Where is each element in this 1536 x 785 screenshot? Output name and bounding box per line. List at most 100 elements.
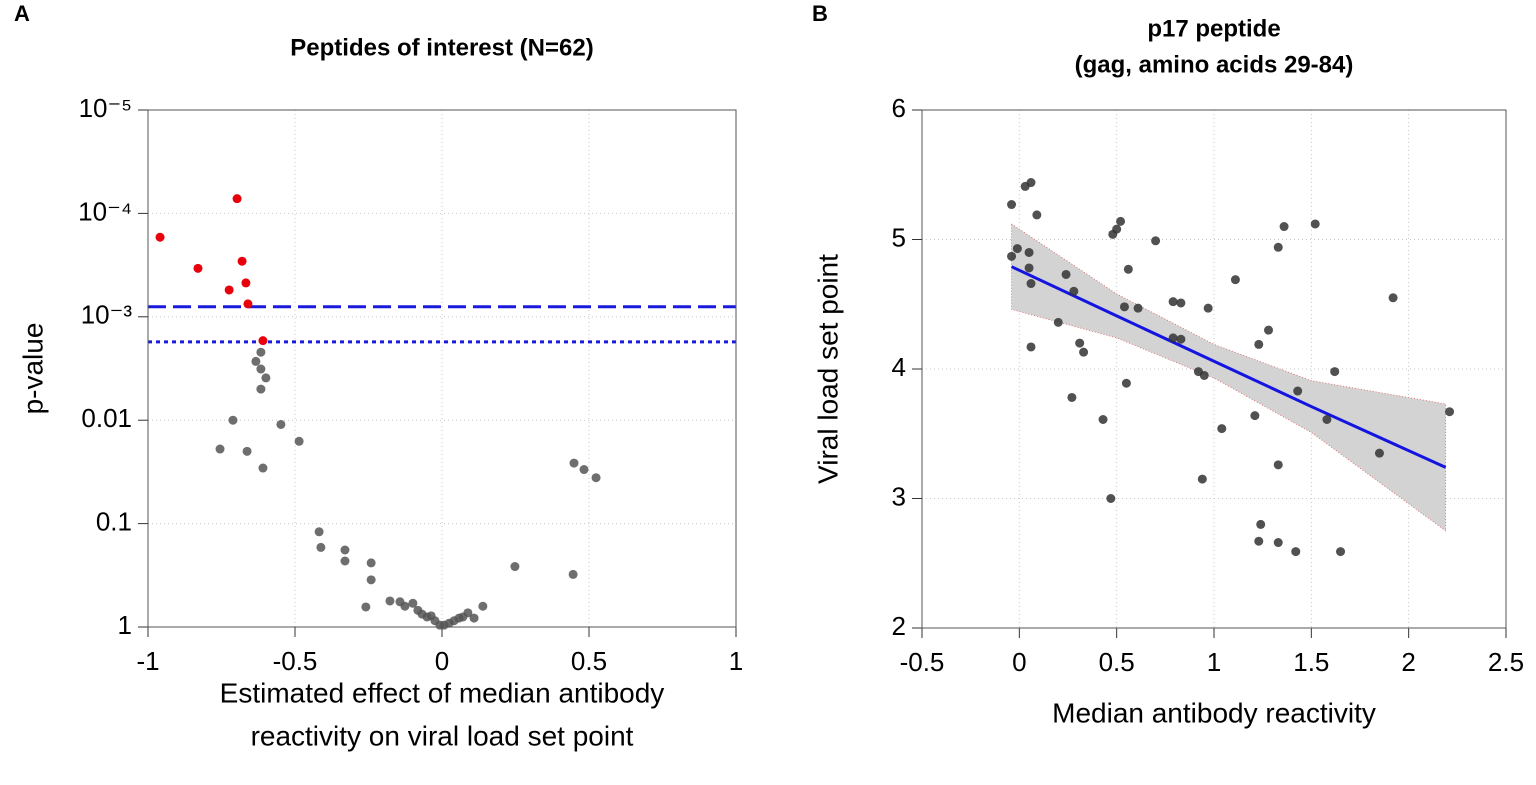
point <box>1293 386 1303 396</box>
y-tick-label: 1 <box>118 610 132 640</box>
point <box>463 608 473 618</box>
point <box>1230 275 1240 285</box>
point <box>1374 448 1384 458</box>
point <box>568 569 578 579</box>
point <box>1203 303 1213 313</box>
point <box>237 256 247 266</box>
point <box>1007 200 1017 210</box>
y-tick-label: 10⁻⁵ <box>79 93 132 123</box>
point <box>1310 219 1320 229</box>
regression-line <box>1010 265 1447 469</box>
point <box>258 336 268 346</box>
point <box>1254 536 1264 546</box>
point <box>1336 547 1346 557</box>
point <box>469 613 479 623</box>
point <box>1197 474 1207 484</box>
point <box>1112 224 1122 234</box>
point <box>1026 178 1036 188</box>
point <box>314 527 324 537</box>
point <box>340 556 350 566</box>
point <box>242 446 252 456</box>
point <box>1388 293 1398 303</box>
point <box>258 463 268 473</box>
point <box>1106 494 1116 503</box>
point <box>385 596 395 606</box>
point <box>1291 547 1301 557</box>
x-tick-label: 0.5 <box>1099 647 1135 677</box>
plot-frame <box>147 109 737 628</box>
point <box>256 364 266 374</box>
point <box>569 458 579 468</box>
point <box>1116 216 1126 226</box>
point <box>243 299 253 309</box>
chart-title: p17 peptide <box>1147 15 1280 42</box>
point <box>1032 210 1042 220</box>
plot-frame <box>921 109 1507 629</box>
y-axis-label: Viral load set point <box>812 254 843 484</box>
point <box>1273 538 1283 548</box>
point <box>1075 338 1085 348</box>
x-axis-label: reactivity on viral load set point <box>251 720 634 751</box>
y-tick-label: 10⁻⁴ <box>78 196 132 226</box>
point <box>1151 236 1161 246</box>
x-tick-label: 2 <box>1401 647 1415 677</box>
point <box>1254 339 1264 349</box>
y-tick-label: 3 <box>892 481 906 511</box>
x-axis-label: Estimated effect of median antibody <box>220 677 665 708</box>
point <box>1061 269 1071 279</box>
point <box>1168 333 1178 343</box>
y-tick-label: 10⁻³ <box>81 300 133 330</box>
point <box>155 232 165 242</box>
chart-subtitle: (gag, amino acids 29-84) <box>1075 51 1354 78</box>
point <box>340 545 350 555</box>
x-tick-label: 1 <box>1207 647 1221 677</box>
point <box>1121 378 1131 388</box>
point <box>1024 247 1034 257</box>
point <box>1199 370 1209 380</box>
point <box>1119 302 1129 312</box>
point <box>1053 317 1063 327</box>
y-tick-label: 2 <box>892 611 906 641</box>
panel-label: B <box>812 1 828 26</box>
point <box>1256 519 1266 529</box>
y-tick-label: 6 <box>892 93 906 123</box>
point <box>1079 347 1089 357</box>
x-tick-label: 1 <box>729 646 743 676</box>
point <box>1133 303 1143 313</box>
point <box>1322 415 1332 425</box>
point <box>261 373 271 383</box>
point <box>241 278 251 288</box>
point <box>1273 460 1283 470</box>
point <box>1273 242 1283 252</box>
x-tick-label: 2.5 <box>1488 647 1524 677</box>
point <box>228 415 238 425</box>
y-tick-label: 4 <box>892 352 906 382</box>
point <box>316 542 326 552</box>
point <box>510 562 520 572</box>
x-tick-label: 0 <box>1012 647 1026 677</box>
x-tick-label: -0.5 <box>900 647 945 677</box>
point <box>251 356 261 366</box>
y-tick-label: 0.1 <box>96 506 132 536</box>
y-tick-label: 0.01 <box>81 403 132 433</box>
point <box>366 575 376 585</box>
point <box>400 601 410 611</box>
point <box>1168 297 1178 307</box>
point <box>1176 298 1186 308</box>
point <box>1264 325 1274 335</box>
point <box>1024 263 1034 273</box>
point <box>256 347 266 357</box>
point <box>591 473 601 483</box>
point <box>294 436 304 446</box>
x-tick-label: 0.5 <box>571 646 607 676</box>
point <box>366 558 376 568</box>
point <box>579 465 589 475</box>
point <box>256 384 266 394</box>
point <box>361 602 371 612</box>
point <box>1279 222 1289 232</box>
point <box>1330 367 1340 377</box>
chart-title: Peptides of interest (N=62) <box>290 34 593 61</box>
x-axis-label: Median antibody reactivity <box>1052 697 1376 728</box>
confidence-band <box>1011 223 1447 532</box>
